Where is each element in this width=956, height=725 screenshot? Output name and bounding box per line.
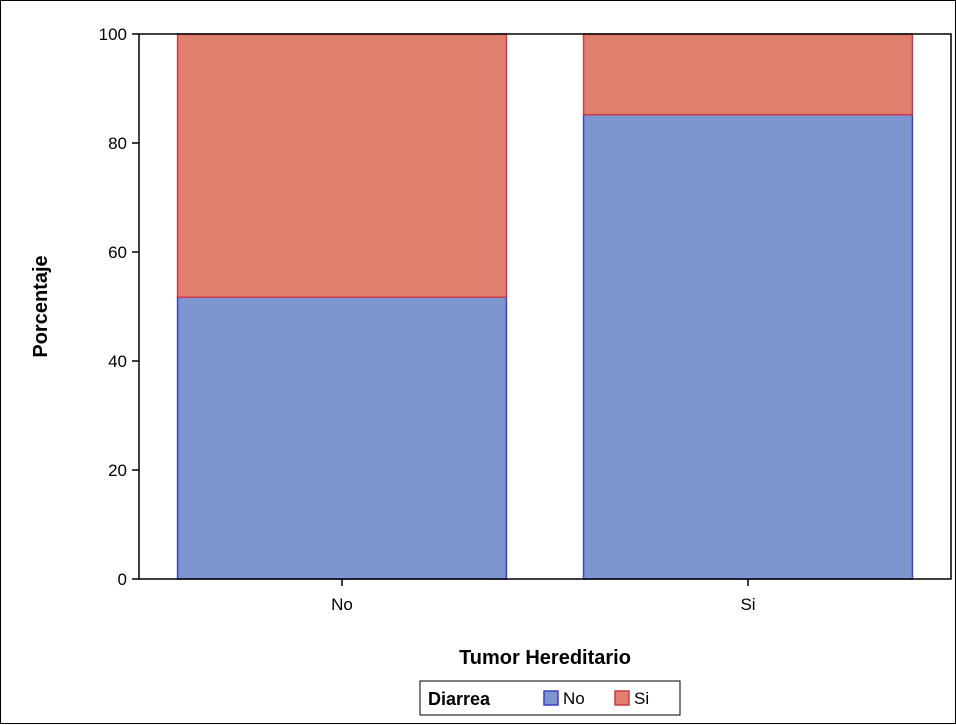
- legend-label-no: No: [563, 689, 585, 708]
- legend-swatch-no: [543, 690, 559, 706]
- bar-si-no: [582, 113, 914, 580]
- legend-swatch-si: [614, 690, 630, 706]
- bars-layer: [176, 33, 914, 580]
- legend-label-si: Si: [634, 689, 649, 708]
- y-tick-label: 60: [108, 243, 127, 262]
- bar-no-si: [176, 33, 508, 298]
- y-tick-label: 0: [118, 570, 127, 589]
- x-tick-label: Si: [740, 595, 755, 614]
- y-tick-label: 40: [108, 352, 127, 371]
- bar-no-no: [176, 296, 508, 580]
- x-axis-title: Tumor Hereditario: [459, 647, 631, 669]
- y-tick-label: 20: [108, 461, 127, 480]
- bar-si-si: [582, 33, 914, 116]
- y-tick-label: 100: [99, 25, 127, 44]
- x-axis: No Si: [331, 579, 756, 614]
- legend-title: Diarrea: [428, 689, 491, 709]
- y-axis: 0 20 40 60 80 100: [99, 25, 139, 589]
- plot-area: [138, 33, 952, 580]
- x-tick-label: No: [331, 595, 353, 614]
- legend: Diarrea No Si: [419, 680, 681, 716]
- y-tick-label: 80: [108, 134, 127, 153]
- y-axis-title: Porcentaje: [30, 255, 52, 357]
